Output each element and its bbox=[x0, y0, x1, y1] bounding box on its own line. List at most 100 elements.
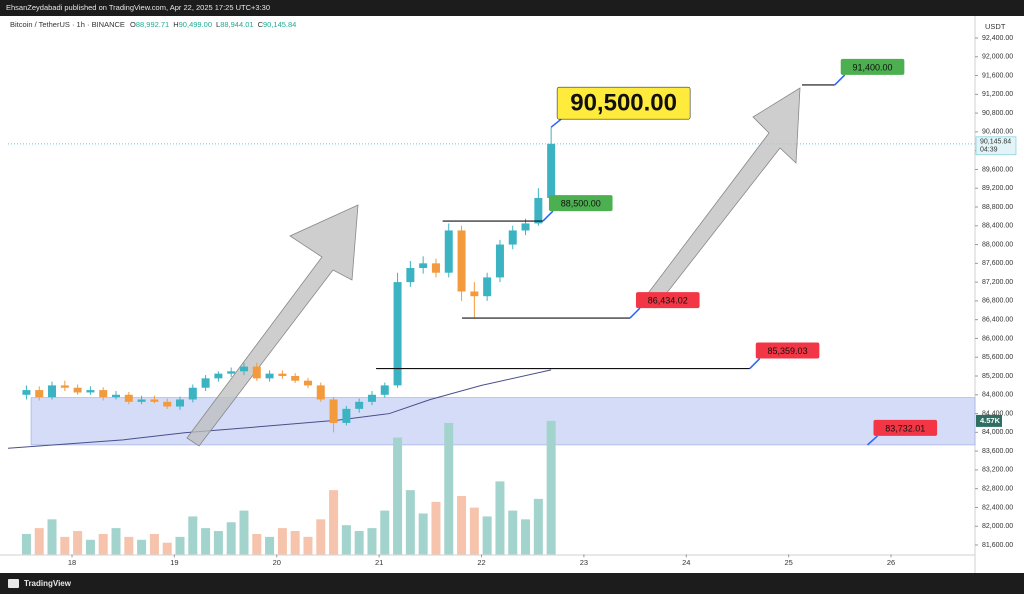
x-tick-label: 18 bbox=[68, 558, 76, 567]
volume-bar bbox=[495, 481, 505, 555]
y-tick-label: 88,400.00 bbox=[982, 223, 1013, 230]
publisher-line: EhsanZeydabadi published on TradingView.… bbox=[6, 3, 270, 12]
volume-bar bbox=[60, 536, 70, 555]
ohlc-key: H bbox=[173, 20, 178, 29]
volume-bar bbox=[303, 536, 313, 555]
price-tag bbox=[635, 292, 700, 309]
x-tick-label: 23 bbox=[580, 558, 588, 567]
candle-body bbox=[419, 263, 428, 269]
price-tag bbox=[873, 419, 938, 436]
candle-body bbox=[431, 263, 440, 273]
x-tick-label: 25 bbox=[784, 558, 792, 567]
candle-body bbox=[188, 387, 197, 400]
volume-bar bbox=[380, 510, 390, 555]
price-tag-label: 86,434.02 bbox=[648, 295, 688, 305]
y-tick-label: 84,000.00 bbox=[982, 429, 1013, 436]
candle-body bbox=[547, 143, 556, 198]
y-tick-label: 84,800.00 bbox=[982, 392, 1013, 399]
volume-bar bbox=[47, 519, 57, 555]
candle-body bbox=[495, 244, 504, 278]
ohlc-value: 90,499.00 bbox=[179, 20, 212, 29]
volume-bar bbox=[265, 536, 275, 555]
volume-bar bbox=[457, 495, 467, 555]
y-tick-label: 91,600.00 bbox=[982, 72, 1013, 79]
candle-body bbox=[99, 390, 108, 398]
candle-body bbox=[367, 394, 376, 402]
volume-bar bbox=[316, 519, 326, 555]
candle-body bbox=[406, 268, 415, 283]
tag-connector bbox=[749, 358, 761, 370]
x-tick-label: 22 bbox=[477, 558, 485, 567]
volume-bar bbox=[508, 510, 518, 555]
volume-bar bbox=[290, 531, 300, 555]
candle-body bbox=[278, 373, 287, 377]
volume-bar bbox=[162, 542, 172, 555]
price-tag bbox=[556, 86, 691, 120]
arrow bbox=[642, 87, 801, 309]
candle-body bbox=[137, 399, 146, 402]
price-tag-label: 91,400.00 bbox=[853, 62, 893, 72]
candle-body bbox=[124, 394, 133, 402]
candle-body bbox=[227, 371, 236, 374]
volume-bar bbox=[124, 536, 134, 555]
tag-connector bbox=[834, 74, 846, 86]
candle-body bbox=[470, 291, 479, 297]
y-tick-label: 90,400.00 bbox=[982, 129, 1013, 136]
y-tick-label: 88,000.00 bbox=[982, 241, 1013, 248]
volume-bar bbox=[444, 422, 454, 555]
candle-body bbox=[22, 390, 31, 395]
ohlc-value: 90,145.84 bbox=[263, 20, 296, 29]
candle-body bbox=[150, 399, 159, 402]
candle-body bbox=[35, 390, 44, 398]
y-tick-label: 87,200.00 bbox=[982, 279, 1013, 286]
price-tag bbox=[840, 58, 905, 75]
price-tag-label: 83,732.01 bbox=[885, 423, 925, 433]
y-tick-label: 87,600.00 bbox=[982, 260, 1013, 267]
y-tick-label: 83,600.00 bbox=[982, 448, 1013, 455]
volume-bar bbox=[73, 531, 83, 555]
y-tick-label: 91,200.00 bbox=[982, 91, 1013, 98]
y-tick-label: 89,600.00 bbox=[982, 166, 1013, 173]
candle-body bbox=[73, 387, 82, 393]
moving-average bbox=[7, 369, 552, 449]
candle-body bbox=[393, 282, 402, 386]
ohlc-key: O bbox=[130, 20, 136, 29]
y-tick-label: 82,000.00 bbox=[982, 523, 1013, 530]
x-tick-label: 21 bbox=[375, 558, 383, 567]
volume-bar bbox=[213, 531, 223, 555]
last-price-label: 90,145.84 bbox=[980, 139, 1011, 146]
support-zone bbox=[30, 397, 976, 446]
candle-body bbox=[534, 197, 543, 224]
candle-body bbox=[303, 380, 312, 386]
volume-bar bbox=[354, 531, 364, 555]
y-tick-label: 92,000.00 bbox=[982, 54, 1013, 61]
candle-body bbox=[380, 385, 389, 395]
y-tick-label: 90,800.00 bbox=[982, 110, 1013, 117]
candle-body bbox=[112, 394, 121, 398]
x-tick-label: 20 bbox=[273, 558, 281, 567]
candle-body bbox=[239, 366, 248, 372]
chart-background bbox=[0, 16, 1024, 573]
candle-body bbox=[355, 401, 364, 409]
over-layer: 90,500.00 88,500.00 91,400.00 86,434.02 85,3… bbox=[22, 58, 938, 446]
y-tick-label: 84,400.00 bbox=[982, 410, 1013, 417]
y-tick-label: 82,800.00 bbox=[982, 486, 1013, 493]
volume-bar bbox=[111, 528, 121, 555]
candle-body bbox=[86, 390, 95, 393]
last-price-box bbox=[975, 136, 1017, 156]
tag-connector bbox=[629, 307, 641, 319]
volume-bar bbox=[405, 490, 415, 555]
brand: TradingView bbox=[24, 579, 72, 588]
arrows bbox=[186, 87, 801, 447]
candle-body bbox=[214, 373, 223, 379]
price-tag-label: 90,500.00 bbox=[570, 90, 677, 117]
volume-bar bbox=[137, 539, 147, 555]
y-tick-label: 86,000.00 bbox=[982, 335, 1013, 342]
volume-bar bbox=[226, 522, 236, 555]
y-tick-label: 82,400.00 bbox=[982, 504, 1013, 511]
y-tick-label: 86,800.00 bbox=[982, 298, 1013, 305]
brand-logo bbox=[8, 579, 19, 588]
countdown: 04:39 bbox=[980, 147, 998, 154]
candle-body bbox=[508, 230, 517, 245]
candle-body bbox=[176, 399, 185, 407]
